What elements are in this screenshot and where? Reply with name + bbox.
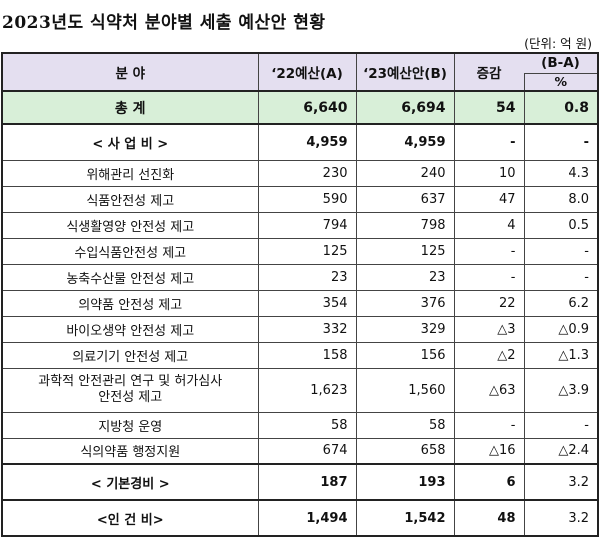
header-budget-23: ‘23예산안(B) <box>355 52 455 92</box>
cell-b: 637 <box>355 185 455 213</box>
row-name: 식품안전성 제고 <box>1 185 259 213</box>
cell-d: - <box>523 123 599 161</box>
cell-b: 6,694 <box>355 90 455 125</box>
cell-b: 1,542 <box>355 499 455 537</box>
cell-c: 6 <box>453 463 525 501</box>
cell-c: △63 <box>453 367 525 413</box>
row-name: <인 건 비> <box>1 499 259 537</box>
cell-c: △2 <box>453 341 525 369</box>
cell-a: 58 <box>257 411 357 439</box>
cell-a: 674 <box>257 437 357 465</box>
cell-d: - <box>523 263 599 291</box>
cell-b: 798 <box>355 211 455 239</box>
cell-d: 8.0 <box>523 185 599 213</box>
cell-c: 4 <box>453 211 525 239</box>
cell-d: - <box>523 237 599 265</box>
table-row: 수입식품안전성 제고 125 125 - - <box>1 237 599 265</box>
cell-a: 158 <box>257 341 357 369</box>
header-change: 증감 <box>453 52 524 92</box>
unit-label: (단위: 억 원) <box>524 36 592 51</box>
header-percent: % <box>523 72 599 92</box>
cell-b: 58 <box>355 411 455 439</box>
table-row: 식의약품 행정지원 674 658 △16 △2.4 <box>1 437 599 465</box>
row-name: 의약품 안전성 제고 <box>1 289 259 317</box>
cell-c: - <box>453 237 525 265</box>
table-row: 의약품 안전성 제고 354 376 22 6.2 <box>1 289 599 317</box>
cell-a: 1,623 <box>257 367 357 413</box>
table-row: < 기본경비 > 187 193 6 3.2 <box>1 463 599 501</box>
cell-b: 1,560 <box>355 367 455 413</box>
row-name: 의료기기 안전성 제고 <box>1 341 259 369</box>
header-category: 분 야 <box>1 52 259 92</box>
cell-c: - <box>453 123 525 161</box>
row-name: 과학적 안전관리 연구 및 허가심사 안전성 제고 <box>1 367 259 413</box>
table-row: 농축수산물 안전성 제고 23 23 - - <box>1 263 599 291</box>
cell-a: 1,494 <box>257 499 357 537</box>
cell-a: 590 <box>257 185 357 213</box>
cell-d: 4.3 <box>523 159 599 187</box>
cell-b: 23 <box>355 263 455 291</box>
cell-d: 0.5 <box>523 211 599 239</box>
cell-b: 240 <box>355 159 455 187</box>
cell-a: 23 <box>257 263 357 291</box>
cell-a: 230 <box>257 159 357 187</box>
cell-b: 658 <box>355 437 455 465</box>
cell-d: △1.3 <box>523 341 599 369</box>
row-name: 바이오생약 안전성 제고 <box>1 315 259 343</box>
table-row: 바이오생약 안전성 제고 332 329 △3 △0.9 <box>1 315 599 343</box>
row-name: < 기본경비 > <box>1 463 259 501</box>
page-title: 2023년도 식약처 분야별 세출 예산안 현황 <box>2 13 326 33</box>
cell-c: - <box>453 411 525 439</box>
header-budget-22: ‘22예산(A) <box>257 52 357 92</box>
table-row: 식품안전성 제고 590 637 47 8.0 <box>1 185 599 213</box>
table-row: 지방청 운영 58 58 - - <box>1 411 599 439</box>
cell-a: 187 <box>257 463 357 501</box>
cell-b: 4,959 <box>355 123 455 161</box>
row-name: 총 계 <box>1 90 259 125</box>
row-name: 농축수산물 안전성 제고 <box>1 263 259 291</box>
table-row: 과학적 안전관리 연구 및 허가심사 안전성 제고 1,623 1,560 △6… <box>1 367 599 413</box>
cell-a: 4,959 <box>257 123 357 161</box>
cell-a: 794 <box>257 211 357 239</box>
table-row: 위해관리 선진화 230 240 10 4.3 <box>1 159 599 187</box>
table-row: <인 건 비> 1,494 1,542 48 3.2 <box>1 499 599 537</box>
cell-a: 332 <box>257 315 357 343</box>
cell-a: 125 <box>257 237 357 265</box>
row-name: 지방청 운영 <box>1 411 259 439</box>
cell-d: 0.8 <box>523 90 599 125</box>
row-name: < 사 업 비 > <box>1 123 259 161</box>
table-row: 의료기기 안전성 제고 158 156 △2 △1.3 <box>1 341 599 369</box>
row-name: 수입식품안전성 제고 <box>1 237 259 265</box>
cell-b: 193 <box>355 463 455 501</box>
cell-c: △3 <box>453 315 525 343</box>
cell-b: 329 <box>355 315 455 343</box>
cell-d: △2.4 <box>523 437 599 465</box>
cell-b: 376 <box>355 289 455 317</box>
row-name: 식생활영양 안전성 제고 <box>1 211 259 239</box>
cell-d: △3.9 <box>523 367 599 413</box>
cell-a: 354 <box>257 289 357 317</box>
row-name: 식의약품 행정지원 <box>1 437 259 465</box>
cell-a: 6,640 <box>257 90 357 125</box>
cell-d: 3.2 <box>523 463 599 501</box>
budget-table: 분 야 ‘22예산(A) ‘23예산안(B) 증감 (B-A) % 총 계 6,… <box>1 52 599 537</box>
cell-d: △0.9 <box>523 315 599 343</box>
cell-d: 3.2 <box>523 499 599 537</box>
cell-b: 125 <box>355 237 455 265</box>
table-row: 총 계 6,640 6,694 54 0.8 <box>1 90 599 125</box>
cell-c: 54 <box>453 90 525 125</box>
cell-d: - <box>523 411 599 439</box>
cell-c: 47 <box>453 185 525 213</box>
table-row: < 사 업 비 > 4,959 4,959 - - <box>1 123 599 161</box>
cell-c: △16 <box>453 437 525 465</box>
cell-c: 48 <box>453 499 525 537</box>
row-name: 위해관리 선진화 <box>1 159 259 187</box>
header-diff: (B-A) <box>524 52 599 74</box>
cell-c: 10 <box>453 159 525 187</box>
table-row: 식생활영양 안전성 제고 794 798 4 0.5 <box>1 211 599 239</box>
cell-c: 22 <box>453 289 525 317</box>
cell-b: 156 <box>355 341 455 369</box>
cell-d: 6.2 <box>523 289 599 317</box>
cell-c: - <box>453 263 525 291</box>
